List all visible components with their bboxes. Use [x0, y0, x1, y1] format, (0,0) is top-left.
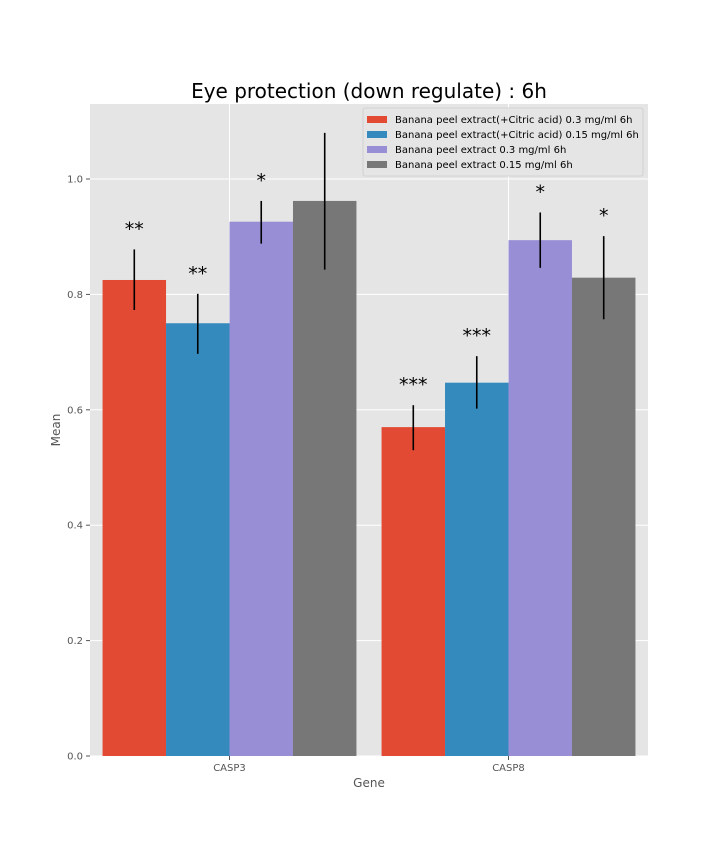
legend-swatch: [367, 131, 387, 138]
y-axis-label: Mean: [49, 414, 63, 447]
significance-mark: **: [188, 263, 207, 285]
significance-mark: ***: [463, 325, 492, 347]
y-tick-label: 0.6: [67, 405, 83, 416]
x-axis: CASP3 CASP8: [213, 756, 525, 774]
legend-swatch: [367, 116, 387, 123]
legend-entry-label: Banana peel extract 0.3 mg/ml 6h: [395, 145, 566, 156]
y-axis: 0.0 0.2 0.4 0.6 0.8 1.0: [67, 175, 90, 763]
bar: [571, 277, 636, 756]
bar: [292, 200, 357, 756]
significance-marks-group: *************: [125, 170, 609, 396]
bar: [166, 323, 230, 756]
bar: [229, 221, 293, 757]
legend-box: [362, 107, 644, 177]
y-tick-label: 0.4: [67, 521, 83, 532]
bar: [102, 279, 167, 756]
x-tick-label: CASP8: [492, 763, 525, 774]
legend: Banana peel extract(+Citric acid) 0.3 mg…: [362, 107, 644, 177]
bars-group: [102, 200, 636, 757]
bar: [381, 427, 446, 756]
legend-swatch: [367, 146, 387, 153]
legend-entry-label: Banana peel extract(+Citric acid) 0.15 m…: [395, 130, 639, 141]
significance-mark: *: [256, 170, 266, 192]
y-tick-label: 0.8: [67, 290, 83, 301]
legend-swatch: [367, 161, 387, 168]
significance-mark: **: [125, 218, 144, 240]
x-tick-label: CASP3: [213, 763, 246, 774]
significance-mark: *: [599, 205, 609, 227]
significance-mark: ***: [399, 374, 428, 396]
y-tick-label: 0.2: [67, 636, 83, 647]
legend-entry-label: Banana peel extract 0.15 mg/ml 6h: [395, 160, 573, 171]
bar: [445, 382, 509, 756]
error-bars-group: [133, 132, 605, 451]
significance-mark: *: [535, 181, 545, 203]
x-axis-label: Gene: [353, 776, 385, 790]
y-tick-label: 1.0: [67, 175, 83, 186]
bar: [508, 240, 572, 756]
legend-entry-label: Banana peel extract(+Citric acid) 0.3 mg…: [395, 115, 632, 126]
y-tick-label: 0.0: [67, 752, 83, 763]
chart-title: Eye protection (down regulate) : 6h: [191, 79, 547, 103]
